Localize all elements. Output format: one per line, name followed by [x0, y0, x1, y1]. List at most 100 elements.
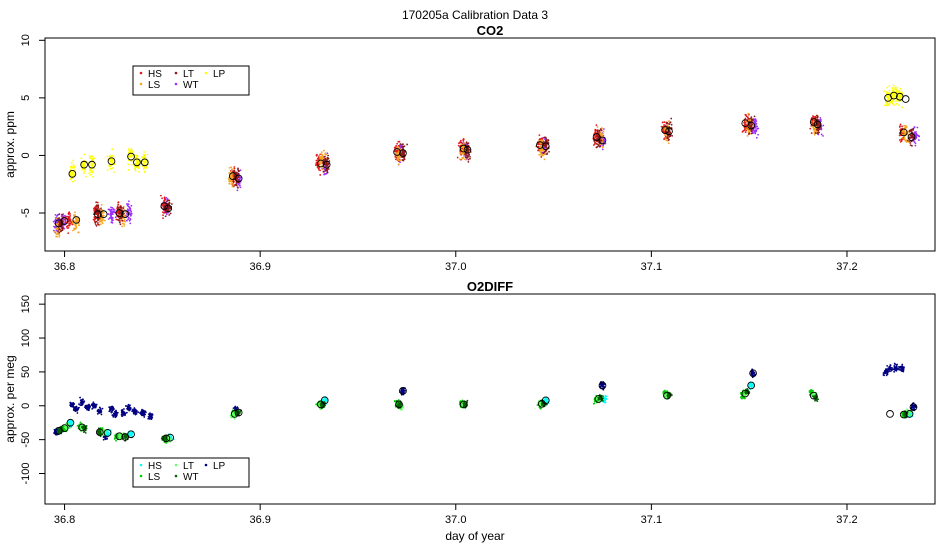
y-tick-label: 5	[20, 95, 32, 101]
mean-marker	[661, 126, 669, 134]
data-point	[756, 125, 758, 128]
data-point	[891, 87, 894, 89]
data-point	[233, 169, 236, 172]
data-point	[163, 196, 166, 199]
data-point	[74, 179, 76, 182]
data-point	[111, 410, 113, 413]
data-point	[94, 221, 97, 224]
data-point	[913, 126, 916, 128]
data-point	[901, 363, 904, 366]
data-point	[882, 374, 885, 376]
data-point	[95, 204, 98, 207]
data-point	[97, 219, 99, 222]
data-point	[161, 211, 164, 214]
data-point	[133, 165, 136, 167]
data-point	[917, 139, 920, 141]
data-point	[894, 92, 897, 95]
data-point	[67, 212, 70, 215]
data-point	[324, 152, 327, 155]
data-point	[466, 142, 469, 145]
data-point	[71, 222, 74, 224]
data-point	[748, 132, 751, 135]
data-point	[109, 214, 112, 216]
data-point	[111, 154, 114, 157]
data-point	[102, 438, 105, 441]
legend-marker	[174, 71, 178, 75]
data-point	[117, 201, 120, 204]
mean-marker	[140, 158, 149, 167]
data-point	[231, 185, 234, 188]
data-point	[593, 137, 596, 139]
data-point	[750, 382, 753, 385]
data-point	[916, 126, 919, 129]
data-point	[753, 115, 756, 118]
data-point	[319, 174, 322, 176]
data-point	[95, 201, 98, 204]
data-point	[128, 154, 131, 156]
data-point	[89, 168, 91, 171]
data-point	[599, 128, 602, 131]
data-point	[545, 138, 548, 140]
data-point	[112, 407, 115, 410]
data-point	[462, 138, 465, 141]
data-point	[901, 130, 904, 133]
y-tick-label: 0	[20, 403, 32, 409]
data-point	[812, 116, 815, 118]
data-point	[466, 154, 468, 157]
mean-marker	[322, 160, 331, 169]
data-point	[73, 227, 76, 230]
data-point	[543, 141, 545, 143]
data-point	[58, 231, 61, 234]
data-point	[79, 421, 82, 424]
data-point	[747, 128, 749, 131]
data-point	[92, 175, 94, 178]
data-point	[127, 163, 130, 166]
data-point	[124, 413, 127, 415]
data-point	[899, 123, 902, 126]
data-point	[163, 199, 166, 202]
data-point	[596, 143, 599, 146]
data-point	[126, 212, 129, 215]
data-point	[57, 230, 59, 233]
data-point	[97, 215, 100, 218]
data-point	[72, 180, 74, 183]
mean-marker	[592, 133, 601, 141]
data-point	[122, 413, 125, 416]
data-point	[915, 135, 918, 137]
data-point	[593, 139, 596, 142]
data-point	[754, 123, 757, 126]
data-point	[101, 427, 104, 429]
data-point	[399, 156, 401, 159]
data-point	[66, 225, 69, 227]
data-point	[99, 408, 102, 411]
data-point	[143, 166, 146, 169]
data-point	[467, 155, 469, 158]
data-point	[140, 156, 143, 158]
data-point	[162, 217, 164, 220]
data-point	[315, 159, 318, 162]
data-point	[903, 124, 905, 127]
data-point	[902, 368, 905, 371]
data-point	[912, 127, 915, 130]
data-point	[121, 216, 123, 219]
x-tick-label: 37.2	[836, 261, 857, 273]
data-point	[94, 405, 97, 408]
data-point	[110, 218, 113, 221]
legend-label: LT	[183, 69, 194, 80]
data-point	[602, 383, 605, 386]
data-point	[402, 391, 404, 394]
data-point	[137, 165, 140, 168]
data-point	[134, 169, 137, 172]
mean-marker	[93, 210, 102, 219]
data-point	[668, 120, 670, 122]
data-point	[76, 407, 79, 410]
data-point	[401, 158, 404, 161]
data-point	[892, 93, 895, 96]
data-point	[905, 126, 908, 129]
data-point	[899, 125, 901, 128]
data-point	[751, 129, 754, 132]
data-point	[169, 212, 172, 215]
mean-marker	[133, 158, 141, 167]
data-point	[103, 219, 106, 222]
